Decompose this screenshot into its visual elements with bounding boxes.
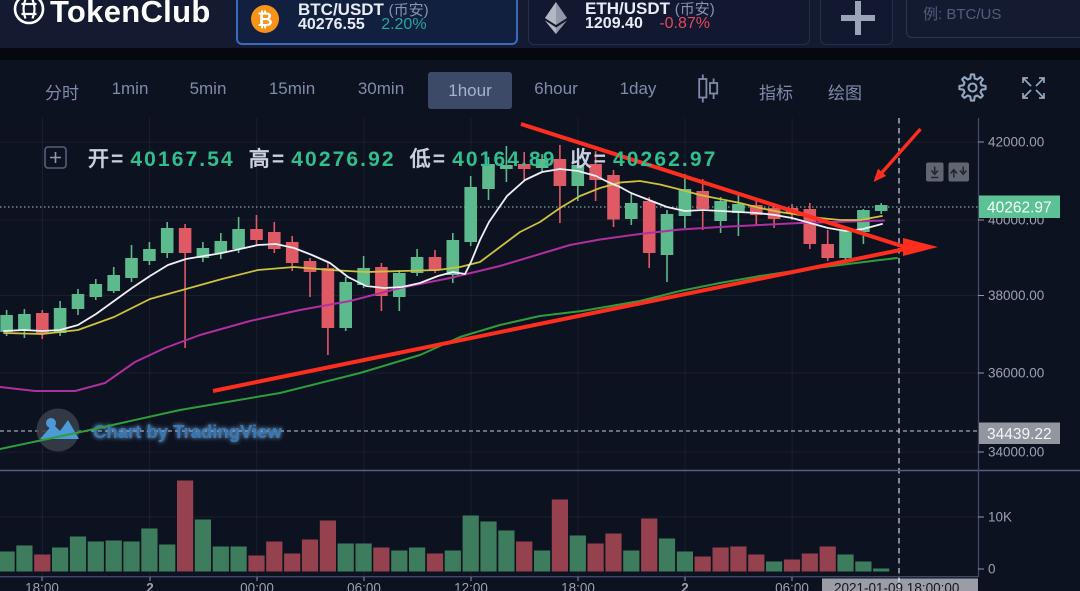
svg-text:0: 0 [988, 562, 996, 577]
svg-text:12:00: 12:00 [454, 581, 488, 591]
svg-text:38000.00: 38000.00 [988, 288, 1044, 303]
svg-text:06:00: 06:00 [775, 581, 809, 591]
svg-text:40262.97: 40262.97 [987, 200, 1052, 217]
svg-text:34000.00: 34000.00 [988, 445, 1044, 460]
svg-text:36000.00: 36000.00 [988, 366, 1044, 381]
svg-text:2: 2 [681, 581, 689, 591]
svg-text:18:00: 18:00 [561, 581, 595, 591]
svg-text:34439.22: 34439.22 [987, 426, 1052, 443]
svg-text:2: 2 [146, 581, 154, 591]
svg-text:Chart by TradingView: Chart by TradingView [93, 421, 282, 442]
svg-text:06:00: 06:00 [347, 581, 381, 591]
svg-text:00:00: 00:00 [240, 581, 274, 591]
svg-text:2021-01-09 18:00:00: 2021-01-09 18:00:00 [834, 581, 959, 591]
svg-text:₿: ₿ [257, 10, 272, 31]
svg-text:10K: 10K [988, 510, 1012, 525]
svg-text:42000.00: 42000.00 [988, 135, 1044, 150]
svg-text:18:00: 18:00 [25, 581, 59, 591]
svg-text:Chart by TradingView: Chart by TradingView [93, 421, 282, 442]
